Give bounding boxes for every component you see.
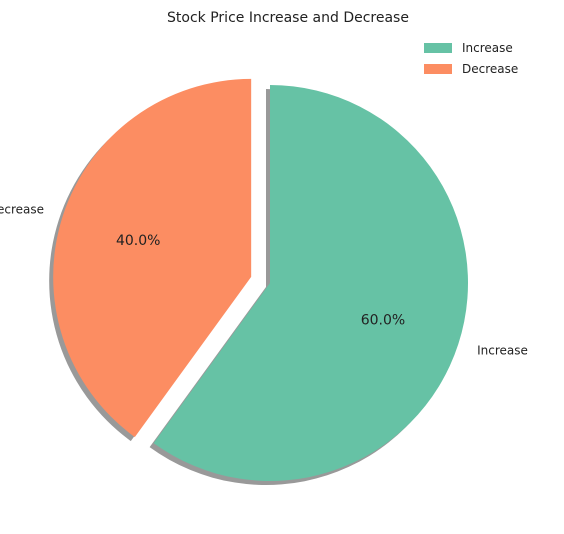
pct-label-decrease: 40.0% — [116, 233, 160, 249]
pie-slices — [53, 79, 468, 481]
slice-label-decrease: Decrease — [0, 203, 44, 217]
legend-label-decrease: Decrease — [462, 62, 518, 76]
slice-label-increase: Increase — [477, 343, 528, 357]
pct-label-increase: 60.0% — [361, 313, 405, 329]
legend-swatch-decrease — [424, 64, 452, 74]
legend-swatch-increase — [424, 43, 452, 53]
chart-title: Stock Price Increase and Decrease — [167, 10, 409, 26]
legend-label-increase: Increase — [462, 41, 513, 55]
legend: Increase Decrease — [424, 41, 518, 76]
